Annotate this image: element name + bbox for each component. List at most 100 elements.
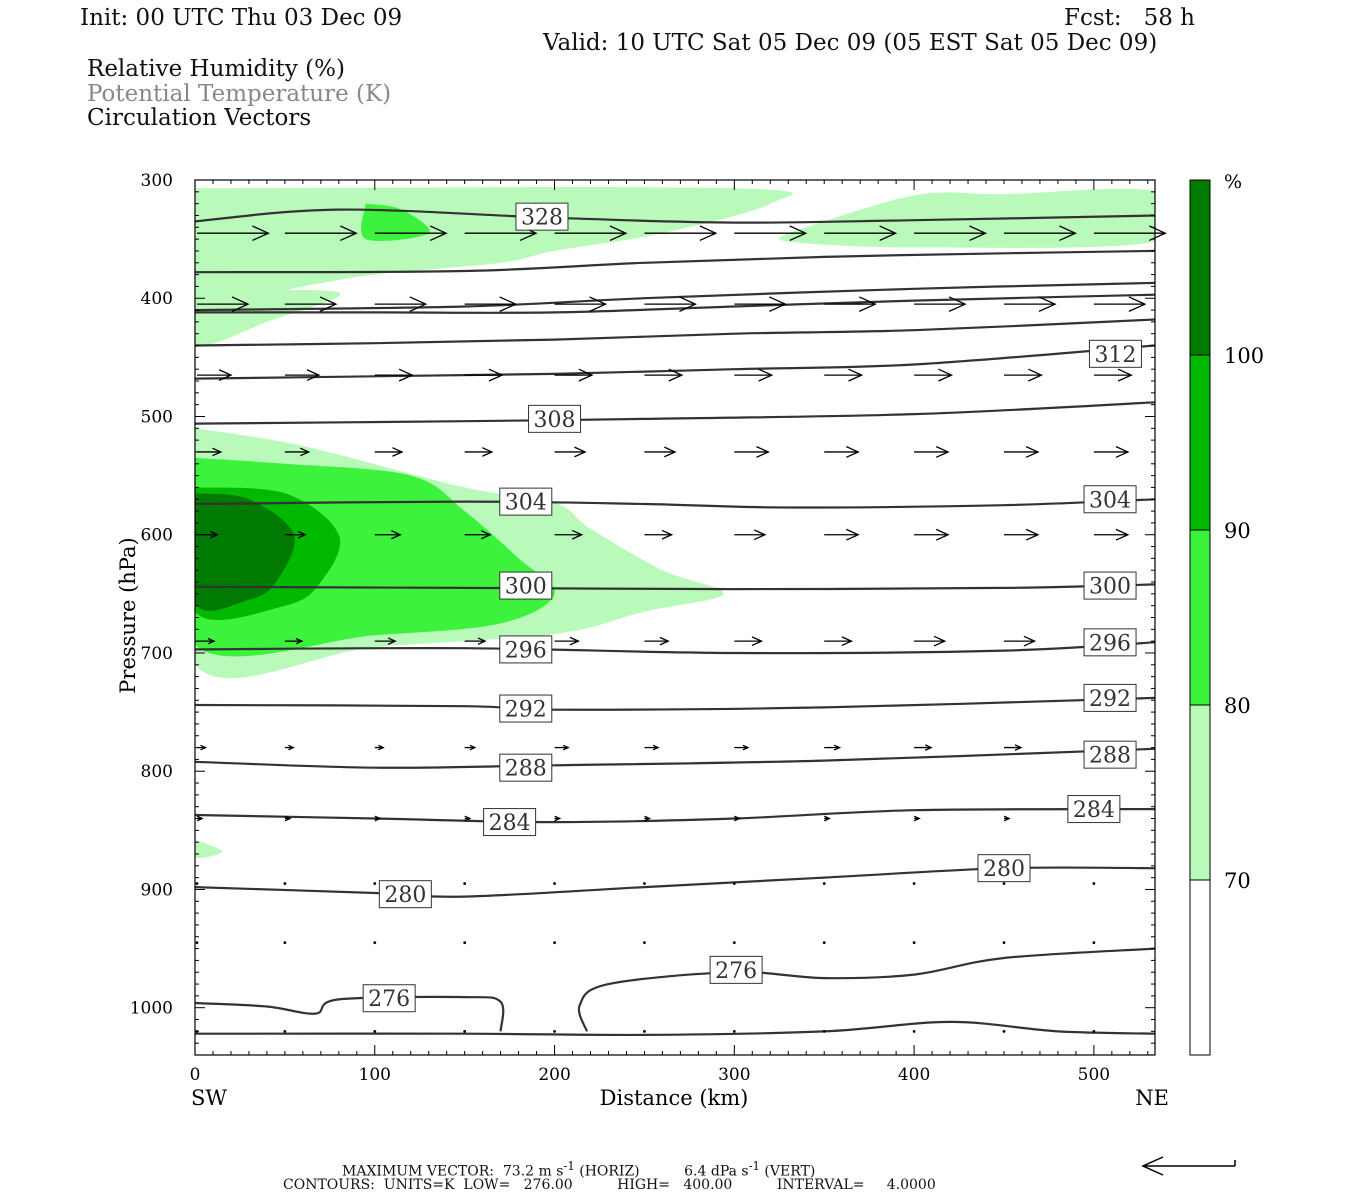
vector-head [482, 447, 494, 457]
contour-label-box [499, 571, 553, 600]
vector-head [1115, 446, 1130, 458]
circulation-vector [824, 225, 898, 242]
y-tick-label: 900 [141, 880, 173, 900]
circulation-vector [1003, 744, 1023, 751]
y-tick-label: 400 [141, 289, 173, 309]
vector-dot [283, 941, 287, 945]
contour-label-box [499, 635, 553, 664]
vector-head [300, 447, 311, 457]
circulation-vector [644, 296, 698, 312]
circulation-vector [644, 529, 674, 540]
circulation-vector [914, 296, 967, 312]
vector-dot [912, 882, 916, 885]
circulation-vector [284, 744, 295, 751]
x-tick-label: 400 [898, 1065, 930, 1085]
vector-dot [463, 941, 467, 945]
valid-time-label: Valid: 10 UTC Sat 05 Dec 09 (05 EST Sat … [543, 30, 1158, 56]
circulation-vector [734, 296, 787, 312]
circulation-vector [824, 744, 842, 751]
circulation-vector [914, 368, 954, 382]
circulation-vector [197, 447, 223, 457]
vector-head [659, 636, 670, 646]
contour-label-box [709, 955, 763, 984]
theta-contour-line [195, 208, 1155, 224]
circulation-vector [373, 882, 377, 885]
circulation-vector [1093, 446, 1130, 458]
colorbar-level-label: 90 [1224, 519, 1251, 543]
circulation-vector [734, 368, 774, 382]
circulation-vector [554, 446, 587, 458]
vector-head [742, 744, 750, 751]
y-tick-label: 600 [141, 526, 173, 546]
circulation-vector [284, 637, 304, 645]
circulation-vector [644, 368, 684, 382]
contour-label-text: 296 [505, 638, 547, 663]
circulation-vector [464, 815, 472, 822]
contour-label-text: 280 [983, 857, 1025, 882]
vector-head [571, 529, 584, 540]
contour-label-box [1083, 740, 1137, 769]
init-time-label: Init: 00 UTC Thu 03 Dec 09 [80, 5, 403, 31]
x-tick-label: 100 [359, 1065, 391, 1085]
vector-head [578, 368, 594, 382]
circulation-vector [1003, 815, 1011, 822]
circulation-vector [554, 529, 584, 540]
theta-contour-line [195, 281, 1155, 312]
contour-label-box [515, 202, 569, 231]
vector-head [846, 528, 860, 541]
circulation-vector [1002, 1029, 1006, 1033]
vector-head [562, 744, 570, 751]
contour-label-text: 296 [1089, 631, 1131, 656]
colorbar-segment [1189, 704, 1211, 881]
contour-label-box [499, 753, 553, 782]
vector-dot [732, 1029, 736, 1033]
contour-labels: 328 312 308 304 304 300 300 296 296 292 292 288 288 2… [362, 202, 1142, 1013]
y-tick-label: 1000 [130, 999, 173, 1019]
circulation-vector [1003, 225, 1077, 242]
x-tick-label: 300 [718, 1065, 750, 1085]
reference-vector-head [1141, 1156, 1164, 1176]
legend-potential-temperature: Potential Temperature (K) [87, 81, 392, 107]
colorbar: 100 90 80 70% [1189, 171, 1264, 1056]
vector-head [679, 296, 698, 312]
vector-dot [822, 941, 826, 945]
vector-head [661, 529, 674, 540]
circulation-vector [284, 225, 358, 242]
x-axis-title: Distance (km) [600, 1086, 749, 1110]
circulation-vector [374, 744, 385, 751]
circulation-vector [197, 225, 270, 242]
circulation-vector [463, 941, 467, 945]
colorbar-level-label: 70 [1224, 869, 1251, 893]
vector-head [1023, 635, 1037, 647]
contour-label-text: 284 [489, 811, 531, 836]
circulation-vector [195, 941, 199, 945]
colorbar-level-label: 100 [1224, 344, 1264, 368]
circulation-vector [284, 815, 292, 822]
vector-dot [912, 1029, 916, 1033]
circulation-vector [824, 636, 853, 647]
vector-head [499, 296, 518, 312]
circulation-vector [374, 815, 382, 822]
circulation-vector [1002, 882, 1006, 885]
circulation-vector [553, 882, 556, 885]
vector-head [574, 446, 587, 458]
circulation-vector [554, 815, 562, 822]
circulation-vector [1003, 528, 1040, 541]
vector-head [1003, 815, 1011, 822]
circulation-vector [1092, 1029, 1096, 1033]
contour-label-text: 284 [1073, 798, 1115, 823]
vector-dot [553, 882, 556, 885]
vector-head [288, 744, 295, 751]
rh-region-70 [195, 839, 222, 858]
vector-head [392, 447, 404, 457]
vector-head [231, 296, 250, 312]
circulation-vector [913, 815, 921, 822]
circulation-vector [197, 637, 216, 645]
sw-label: SW [191, 1086, 227, 1110]
contour-label-box [1067, 795, 1121, 824]
circulation-vector [824, 296, 877, 312]
rh-region-70 [195, 187, 793, 309]
vector-head [789, 225, 808, 242]
vector-dot [463, 1029, 467, 1033]
contour-label-text: 288 [505, 757, 547, 782]
